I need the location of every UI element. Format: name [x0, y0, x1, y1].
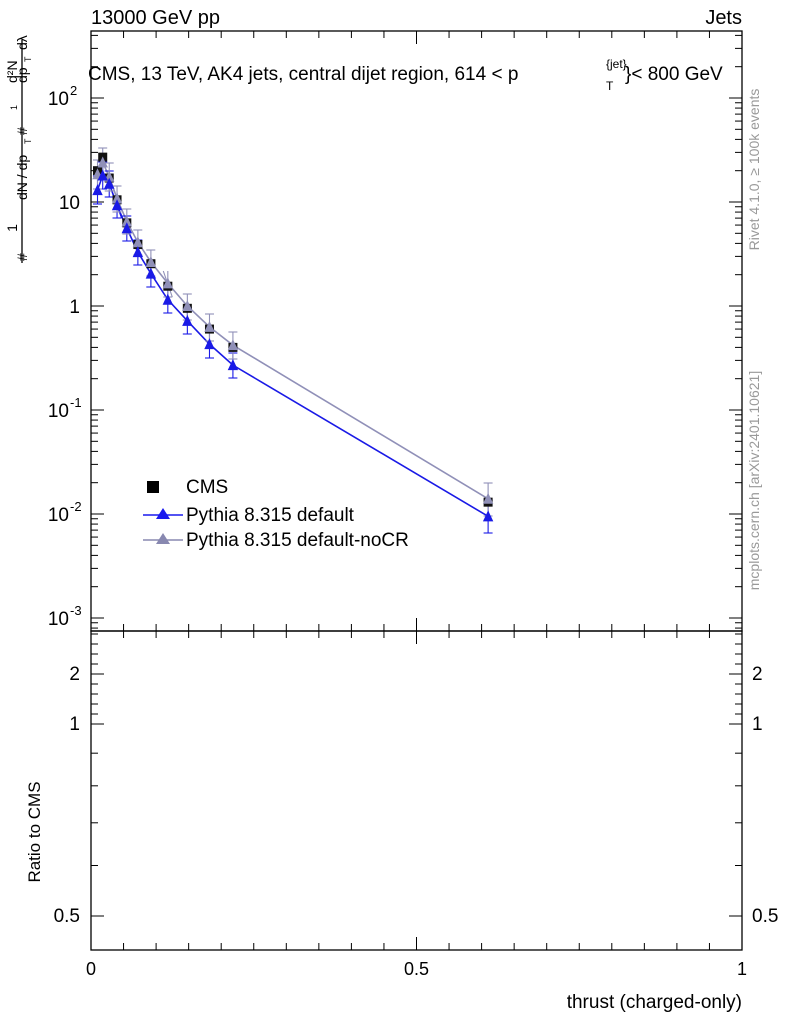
svg-text:thrust (charged-only): thrust (charged-only) — [567, 992, 742, 1013]
svg-text:10: 10 — [48, 89, 69, 110]
svg-text:10: 10 — [59, 193, 80, 214]
svg-text:#: # — [14, 127, 30, 135]
svg-text:1: 1 — [4, 224, 20, 232]
svg-text:CMS: CMS — [186, 477, 228, 498]
svg-text:2: 2 — [69, 664, 80, 685]
svg-text:10: 10 — [48, 505, 69, 526]
svg-text:10: 10 — [48, 401, 69, 422]
svg-text:Ratio to CMS: Ratio to CMS — [25, 781, 44, 882]
svg-text:13000 GeV pp: 13000 GeV pp — [91, 7, 220, 29]
svg-text:1: 1 — [69, 714, 80, 735]
svg-text:dN / dp: dN / dp — [14, 155, 30, 200]
svg-text:-3: -3 — [70, 603, 82, 618]
svg-text:T: T — [23, 56, 33, 62]
svg-text:Pythia 8.315 default: Pythia 8.315 default — [186, 505, 355, 526]
svg-text:2: 2 — [752, 664, 763, 685]
svg-text:Pythia 8.315 default-noCR: Pythia 8.315 default-noCR — [186, 530, 409, 551]
svg-text:dλ: dλ — [14, 35, 30, 50]
svg-text:-1: -1 — [70, 395, 82, 410]
svg-text:}< 800 GeV: }< 800 GeV — [625, 64, 723, 85]
svg-text:0.5: 0.5 — [404, 959, 429, 979]
svg-text:2: 2 — [70, 83, 77, 98]
svg-text:0: 0 — [86, 959, 96, 979]
svg-text:10: 10 — [48, 609, 69, 630]
svg-text:mcplots.cern.ch [arXiv:2401.10: mcplots.cern.ch [arXiv:2401.10621] — [746, 371, 762, 590]
svg-text:Jets: Jets — [705, 7, 742, 29]
svg-text:#: # — [14, 253, 30, 261]
svg-text:{jet}: {jet} — [606, 57, 627, 71]
svg-text:-2: -2 — [70, 499, 82, 514]
svg-text:1: 1 — [737, 959, 747, 979]
svg-text:1: 1 — [752, 714, 763, 735]
svg-text:CMS, 13 TeV, AK4 jets, central: CMS, 13 TeV, AK4 jets, central dijet reg… — [88, 64, 518, 85]
svg-text:T: T — [606, 79, 614, 93]
svg-text:0.5: 0.5 — [752, 906, 778, 927]
svg-text:T: T — [23, 138, 33, 144]
svg-text:0.5: 0.5 — [54, 906, 80, 927]
svg-text:1: 1 — [69, 297, 80, 318]
svg-text:1: 1 — [9, 105, 19, 110]
svg-text:d²N: d²N — [4, 60, 20, 83]
svg-text:Rivet 4.1.0, ≥ 100k events: Rivet 4.1.0, ≥ 100k events — [746, 89, 762, 251]
